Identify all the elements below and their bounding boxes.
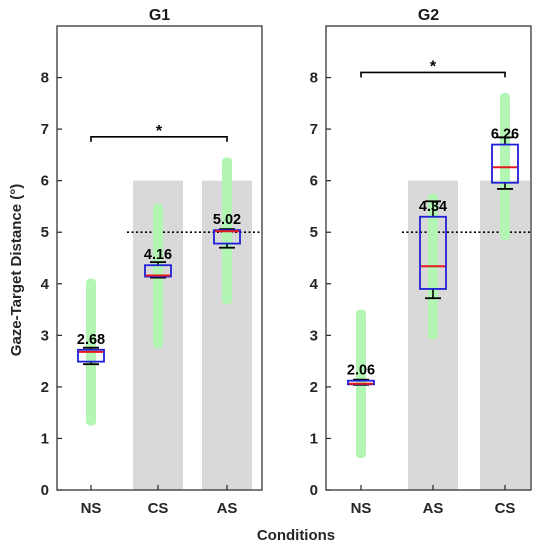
y-tick-label: 1 xyxy=(310,430,318,447)
y-tick-label: 3 xyxy=(310,327,318,344)
x-tick-label-as: AS xyxy=(217,500,238,517)
median-label-as: 4.34 xyxy=(419,199,447,215)
x-tick-label-as: AS xyxy=(423,500,444,517)
box-as xyxy=(419,215,447,290)
y-tick-label: 0 xyxy=(41,482,49,499)
median-label-ns: 2.06 xyxy=(347,363,375,379)
x-tick-label-cs: CS xyxy=(495,500,516,517)
y-tick-label: 1 xyxy=(41,430,49,447)
median-label-cs: 6.26 xyxy=(491,127,519,143)
median-label-as: 5.02 xyxy=(213,212,241,228)
y-axis-label: Gaze-Target Distance (°) xyxy=(8,184,25,356)
y-tick-label: 8 xyxy=(310,70,318,87)
axes-frame xyxy=(325,25,532,491)
box-cs xyxy=(491,143,519,184)
x-tick-label-ns: NS xyxy=(351,500,372,517)
y-tick-label: 6 xyxy=(310,173,318,190)
y-tick-label: 8 xyxy=(41,70,49,87)
x-tick-label-ns: NS xyxy=(81,500,102,517)
median-label-cs: 4.16 xyxy=(144,247,172,263)
panel-g2: 2.06 4.34 6.26 * 0 1 2 3 4 5 6 7 8 NS AS CS G2 xyxy=(310,7,532,517)
significance-bracket xyxy=(90,136,228,142)
panel-title: G1 xyxy=(149,7,170,24)
y-tick-label: 2 xyxy=(41,379,49,396)
y-tick-label: 4 xyxy=(310,276,319,293)
y-tick-label: 2 xyxy=(310,379,318,396)
x-axis-label: Conditions xyxy=(257,527,335,544)
y-tick-label: 4 xyxy=(41,276,50,293)
y-tick-label: 5 xyxy=(41,224,49,241)
significance-star: * xyxy=(430,58,437,75)
x-tick-label-cs: CS xyxy=(148,500,169,517)
median-label-ns: 2.68 xyxy=(77,332,105,348)
box-ns xyxy=(77,348,105,363)
y-tick-label: 0 xyxy=(310,482,318,499)
y-tick-label: 6 xyxy=(41,173,49,190)
axes-frame xyxy=(56,25,263,491)
y-tick-label: 7 xyxy=(310,121,318,138)
y-tick-label: 3 xyxy=(41,327,49,344)
significance-bracket xyxy=(360,71,506,78)
box-as xyxy=(213,229,241,245)
panel-g1: 2.68 4.16 5.02 * 0 1 2 3 4 5 6 7 8 NS CS AS G1 xyxy=(41,7,263,517)
y-tick-label: 7 xyxy=(41,121,49,138)
box-cs xyxy=(144,264,172,278)
significance-star: * xyxy=(156,123,163,140)
panel-title: G2 xyxy=(418,7,439,24)
y-tick-label: 5 xyxy=(310,224,318,241)
